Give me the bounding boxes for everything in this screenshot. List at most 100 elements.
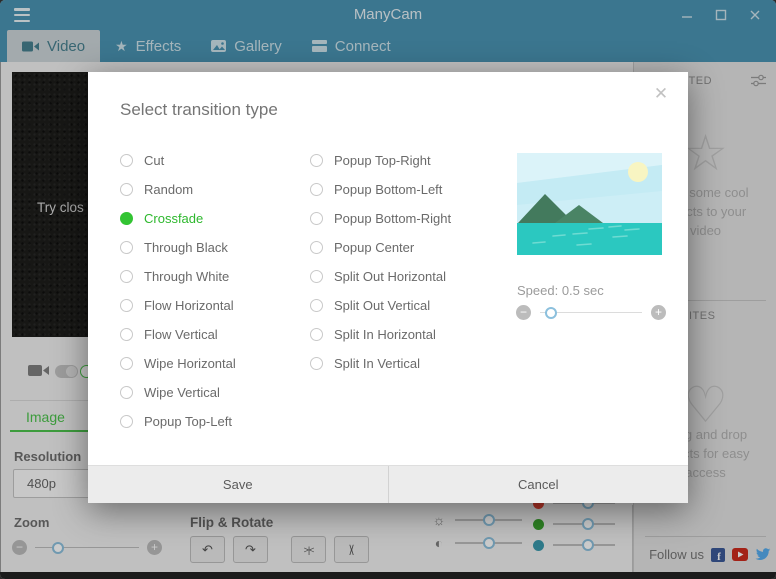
speed-slider-track[interactable] — [540, 306, 642, 320]
blue-slider[interactable] — [553, 538, 615, 552]
brightness-slider[interactable] — [455, 513, 522, 527]
radio-icon — [120, 415, 133, 428]
dialog-footer: Save Cancel — [88, 465, 688, 503]
green-slider[interactable] — [553, 517, 615, 531]
tab-video[interactable]: Video — [7, 30, 101, 62]
zoom-slider-handle[interactable] — [51, 541, 64, 554]
transition-preview-image — [517, 153, 662, 255]
zoom-slider-track[interactable] — [35, 541, 139, 555]
green-handle[interactable] — [581, 518, 594, 530]
zoom-minus-button[interactable]: − — [12, 540, 27, 555]
follow-us-row: Follow us f — [634, 547, 771, 562]
star-outline-icon: ☆ — [683, 125, 728, 181]
radio-icon — [120, 357, 133, 370]
transition-options-right: Popup Top-Right Popup Bottom-Left Popup … — [310, 146, 451, 378]
red-dot-icon — [533, 497, 544, 509]
video-message: Try clos — [37, 200, 84, 215]
tab-gallery[interactable]: Gallery — [196, 30, 297, 62]
facebook-icon[interactable]: f — [711, 547, 725, 562]
radio-icon — [120, 386, 133, 399]
radio-icon — [310, 241, 323, 254]
tab-bar: Video ★ Effects Gallery Connect — [0, 30, 776, 62]
radio-icon — [120, 183, 133, 196]
contrast-slider[interactable] — [455, 536, 522, 550]
star-icon: ★ — [115, 38, 128, 54]
blue-handle[interactable] — [581, 539, 594, 551]
transition-option[interactable]: Split Out Vertical — [310, 291, 451, 320]
window-bottom-edge — [0, 572, 776, 579]
transition-option[interactable]: Cut — [120, 146, 236, 175]
contrast-handle[interactable] — [483, 537, 496, 549]
tune-icon[interactable] — [751, 74, 766, 87]
speed-label: Speed: 0.5 sec — [517, 283, 604, 298]
tab-connect[interactable]: Connect — [297, 30, 406, 62]
youtube-icon[interactable] — [732, 548, 748, 561]
blue-control — [533, 538, 615, 552]
zoom-slider[interactable]: − + — [12, 540, 162, 555]
transition-option[interactable]: Crossfade — [120, 204, 236, 233]
contrast-control: ◐ — [432, 536, 522, 550]
rotate-left-button[interactable]: ↶ — [190, 536, 225, 563]
panel-divider-bottom — [645, 536, 766, 537]
close-window-icon[interactable] — [742, 3, 768, 27]
image-tab-underline — [10, 430, 150, 432]
speed-minus-button[interactable]: − — [516, 305, 531, 320]
tab-image[interactable]: Image — [26, 409, 65, 425]
maximize-icon[interactable] — [708, 3, 734, 27]
connect-icon — [311, 40, 327, 52]
green-dot-icon — [533, 518, 544, 530]
transition-option[interactable]: Flow Horizontal — [120, 291, 236, 320]
zoom-plus-button[interactable]: + — [147, 540, 162, 555]
teal-dot-icon — [533, 539, 544, 551]
follow-us-label: Follow us — [649, 547, 704, 562]
minimize-icon[interactable] — [674, 3, 700, 27]
menu-icon[interactable] — [14, 8, 30, 22]
radio-icon — [120, 241, 133, 254]
close-dialog-icon[interactable]: ✕ — [653, 84, 669, 103]
radio-icon — [310, 357, 323, 370]
transition-option[interactable]: Split In Horizontal — [310, 320, 451, 349]
transition-option[interactable]: Random — [120, 175, 236, 204]
tab-effects[interactable]: ★ Effects — [115, 37, 182, 55]
save-button[interactable]: Save — [88, 466, 389, 503]
radio-icon — [310, 154, 323, 167]
transition-option[interactable]: Popup Bottom-Left — [310, 175, 451, 204]
speed-slider-handle[interactable] — [545, 306, 558, 319]
title-bar: ManyCam — [0, 0, 776, 30]
radio-icon — [310, 299, 323, 312]
twitter-icon[interactable] — [755, 548, 771, 561]
rotate-right-button[interactable]: ↷ — [233, 536, 268, 563]
resolution-label: Resolution — [14, 449, 82, 464]
transition-option[interactable]: Popup Top-Left — [120, 407, 236, 436]
flip-rotate-buttons: ↶ ↷ >|< ∨ ∧ — [190, 536, 369, 563]
transition-option[interactable]: Wipe Horizontal — [120, 349, 236, 378]
svg-text:f: f — [717, 551, 721, 562]
radio-icon — [120, 328, 133, 341]
flip-vertical-button[interactable]: ∨ ∧ — [334, 536, 369, 563]
transition-option[interactable]: Split Out Horizontal — [310, 262, 451, 291]
radio-icon — [120, 270, 133, 283]
camera-toggle[interactable] — [55, 365, 78, 378]
brightness-handle[interactable] — [483, 514, 496, 526]
transition-option[interactable]: Flow Vertical — [120, 320, 236, 349]
image-icon — [211, 40, 227, 52]
cancel-button[interactable]: Cancel — [388, 466, 688, 503]
speed-plus-button[interactable]: + — [651, 305, 666, 320]
transition-option[interactable]: Popup Bottom-Right — [310, 204, 451, 233]
flip-rotate-label: Flip & Rotate — [190, 515, 274, 530]
transition-option[interactable]: Split In Vertical — [310, 349, 451, 378]
speed-slider: − + — [516, 305, 666, 320]
transition-option[interactable]: Popup Top-Right — [310, 146, 451, 175]
bottom-panel-divider — [632, 505, 633, 572]
videocam-icon — [22, 41, 39, 51]
camera-icon — [28, 365, 49, 376]
transition-option[interactable]: Through Black — [120, 233, 236, 262]
dialog-title: Select transition type — [120, 100, 278, 119]
green-control — [533, 517, 615, 531]
flip-horizontal-button[interactable]: >|< — [291, 536, 326, 563]
transition-option[interactable]: Wipe Vertical — [120, 378, 236, 407]
heart-outline-icon: ♡ — [683, 377, 728, 433]
transition-option[interactable]: Popup Center — [310, 233, 451, 262]
transition-option[interactable]: Through White — [120, 262, 236, 291]
